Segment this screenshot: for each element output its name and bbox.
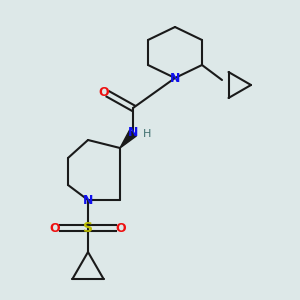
Text: N: N [83,194,93,206]
Polygon shape [120,130,136,148]
Text: N: N [170,71,180,85]
Text: S: S [83,221,93,235]
Text: H: H [143,129,151,139]
Text: N: N [128,127,138,140]
Text: O: O [50,221,60,235]
Text: O: O [99,85,109,98]
Text: O: O [116,221,126,235]
